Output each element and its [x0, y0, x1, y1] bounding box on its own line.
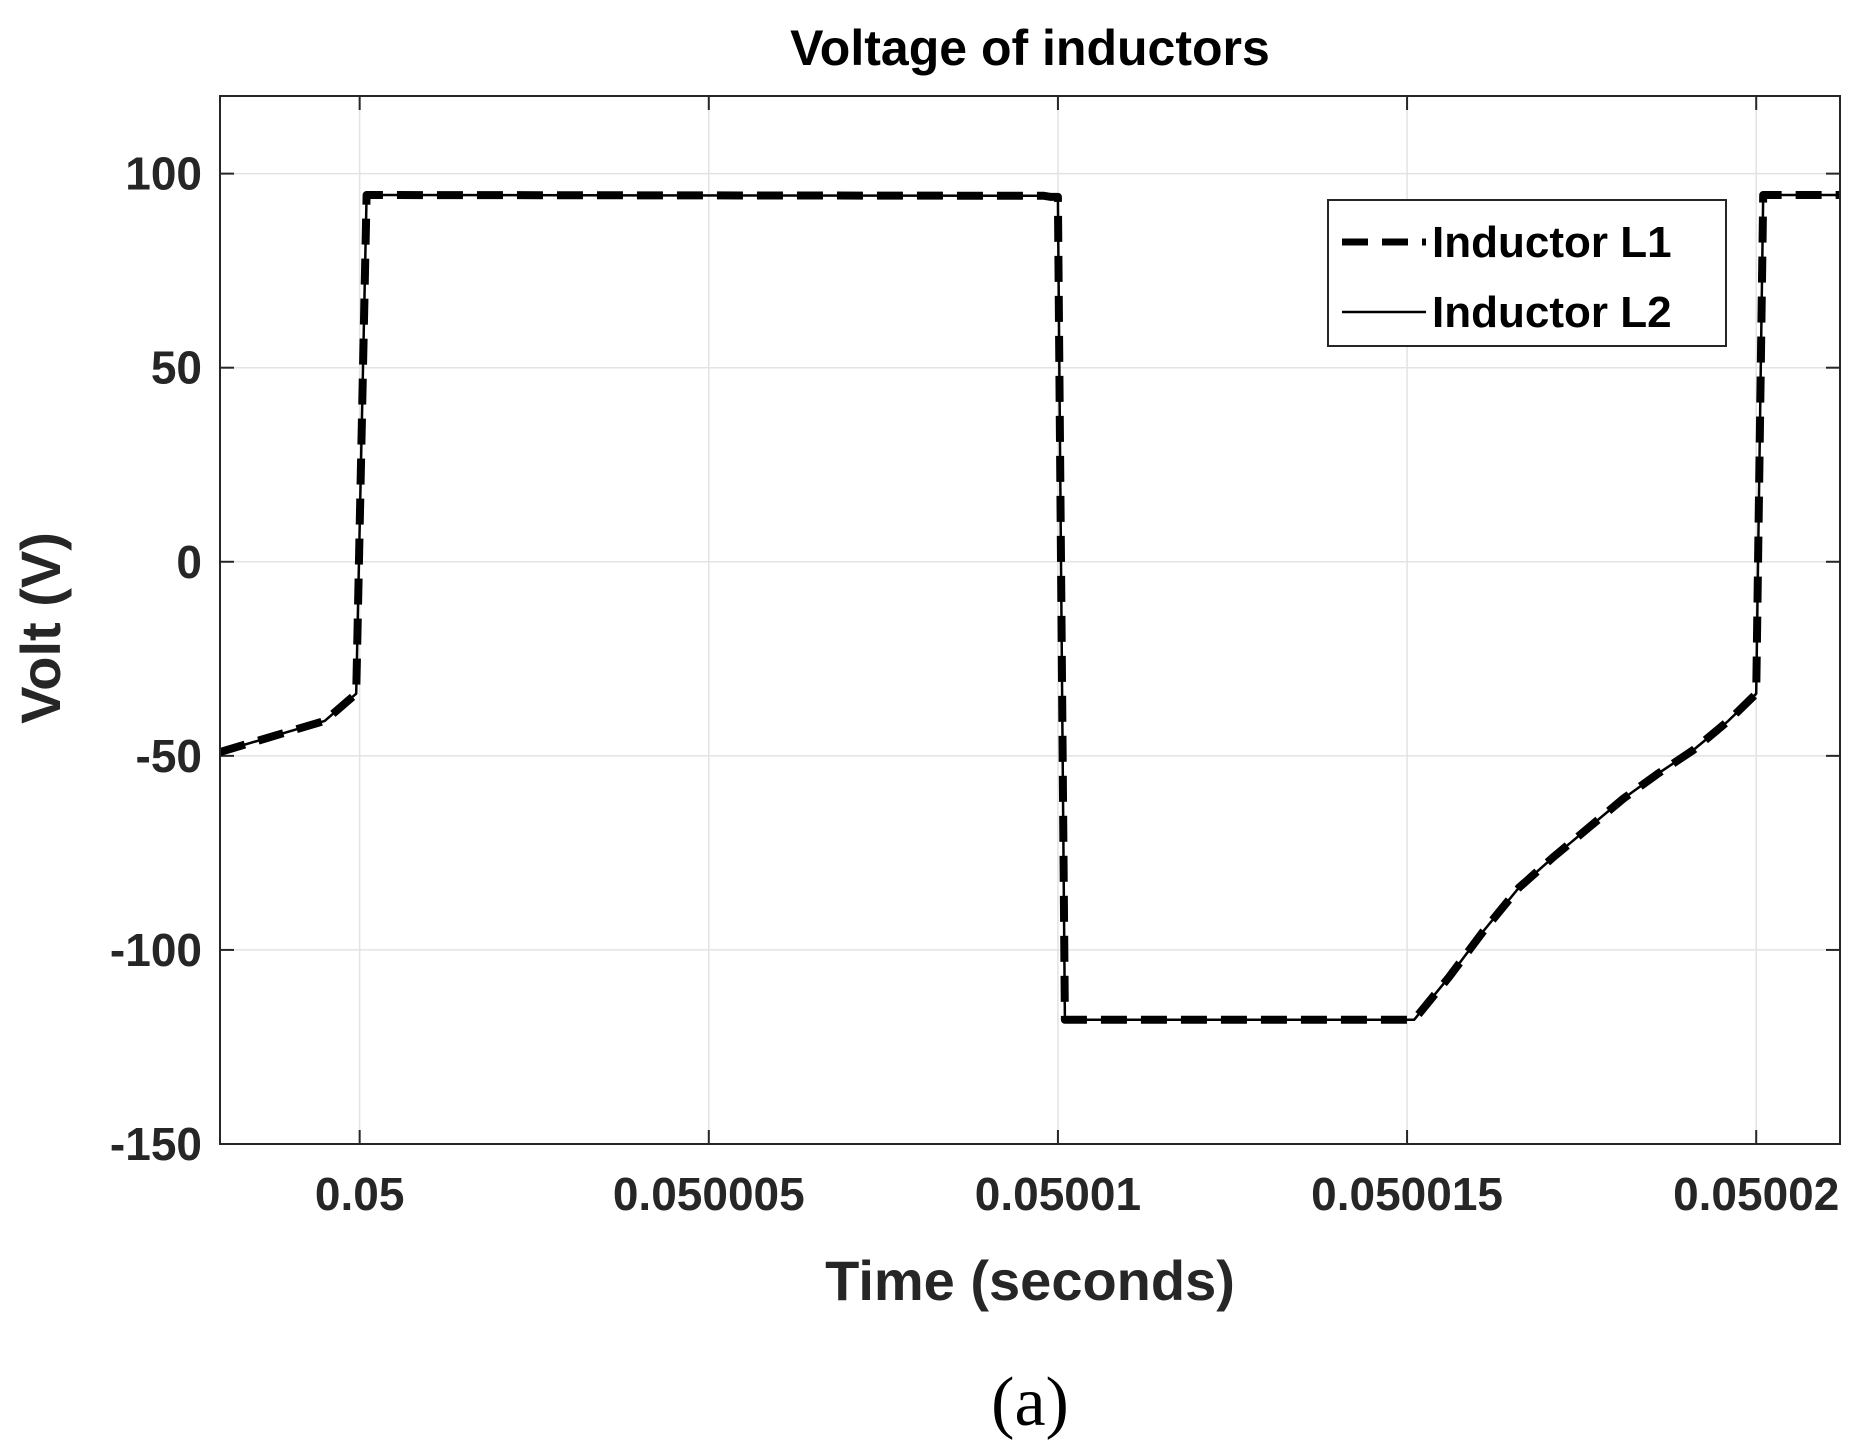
x-tick-label: 0.05001 — [975, 1168, 1141, 1220]
series-line-2 — [220, 193, 1840, 1022]
x-tick-label: 0.05002 — [1673, 1168, 1839, 1220]
y-axis-label: Volt (V) — [9, 532, 72, 724]
y-tick-label: -150 — [110, 1118, 202, 1170]
y-tick-label: 50 — [151, 342, 202, 394]
y-tick-label: 100 — [125, 148, 202, 200]
plot-frame — [219, 95, 1841, 1145]
y-tick-label: 0 — [176, 536, 202, 588]
chart-title: Voltage of inductors — [790, 20, 1270, 76]
series-layer — [220, 191, 1840, 1024]
x-tick-label: 0.050015 — [1311, 1168, 1503, 1220]
x-tick-label: 0.050005 — [613, 1168, 805, 1220]
y-ticks: 100 50 0 -50 -100 -150 — [110, 148, 1840, 1170]
legend-label-1: Inductor L1 — [1432, 218, 1672, 267]
x-ticks: 0.05 0.050005 0.05001 0.050015 0.05002 — [315, 96, 1839, 1220]
y-tick-label: -50 — [136, 730, 202, 782]
legend-label-2: Inductor L2 — [1432, 288, 1672, 337]
x-axis-label: Time (seconds) — [825, 1249, 1235, 1312]
figure-caption: (a) — [991, 1364, 1069, 1441]
y-tick-label: -100 — [110, 924, 202, 976]
legend: Inductor L1 Inductor L2 — [1327, 199, 1727, 347]
legend-box — [1327, 199, 1727, 347]
x-tick-label: 0.05 — [315, 1168, 405, 1220]
